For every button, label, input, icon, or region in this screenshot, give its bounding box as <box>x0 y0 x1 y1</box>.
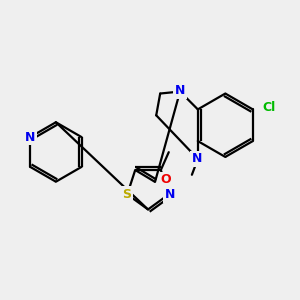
Text: N: N <box>192 152 202 165</box>
Text: S: S <box>122 188 131 201</box>
Text: Cl: Cl <box>262 101 275 114</box>
Text: N: N <box>25 130 35 144</box>
Text: O: O <box>160 173 171 186</box>
Text: N: N <box>165 188 175 201</box>
Text: N: N <box>175 84 185 97</box>
